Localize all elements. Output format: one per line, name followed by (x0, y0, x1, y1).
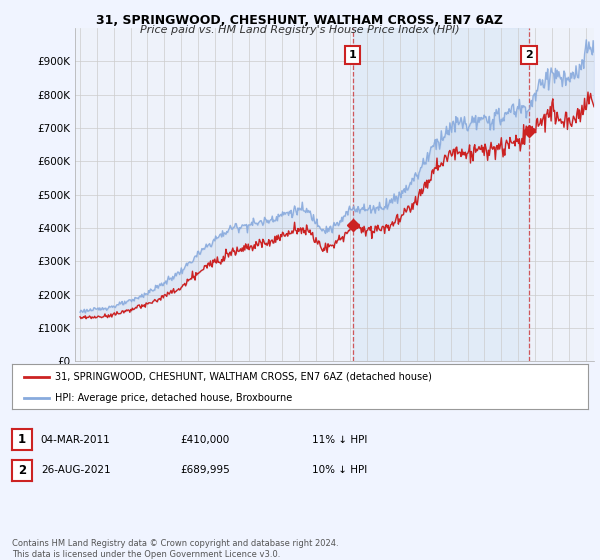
Text: £410,000: £410,000 (180, 435, 229, 445)
Text: HPI: Average price, detached house, Broxbourne: HPI: Average price, detached house, Brox… (55, 393, 292, 403)
Text: 2: 2 (18, 464, 26, 477)
Text: 2: 2 (525, 50, 533, 60)
Text: Price paid vs. HM Land Registry's House Price Index (HPI): Price paid vs. HM Land Registry's House … (140, 25, 460, 35)
Text: 1: 1 (18, 433, 26, 446)
Text: 31, SPRINGWOOD, CHESHUNT, WALTHAM CROSS, EN7 6AZ: 31, SPRINGWOOD, CHESHUNT, WALTHAM CROSS,… (97, 14, 503, 27)
Text: Contains HM Land Registry data © Crown copyright and database right 2024.
This d: Contains HM Land Registry data © Crown c… (12, 539, 338, 559)
Text: 26-AUG-2021: 26-AUG-2021 (41, 465, 110, 475)
Text: 10% ↓ HPI: 10% ↓ HPI (312, 465, 367, 475)
Text: £689,995: £689,995 (180, 465, 230, 475)
Text: 31, SPRINGWOOD, CHESHUNT, WALTHAM CROSS, EN7 6AZ (detached house): 31, SPRINGWOOD, CHESHUNT, WALTHAM CROSS,… (55, 371, 432, 381)
Text: 04-MAR-2011: 04-MAR-2011 (41, 435, 110, 445)
Bar (353, 28, 529, 361)
Text: 11% ↓ HPI: 11% ↓ HPI (312, 435, 367, 445)
Text: 1: 1 (349, 50, 356, 60)
